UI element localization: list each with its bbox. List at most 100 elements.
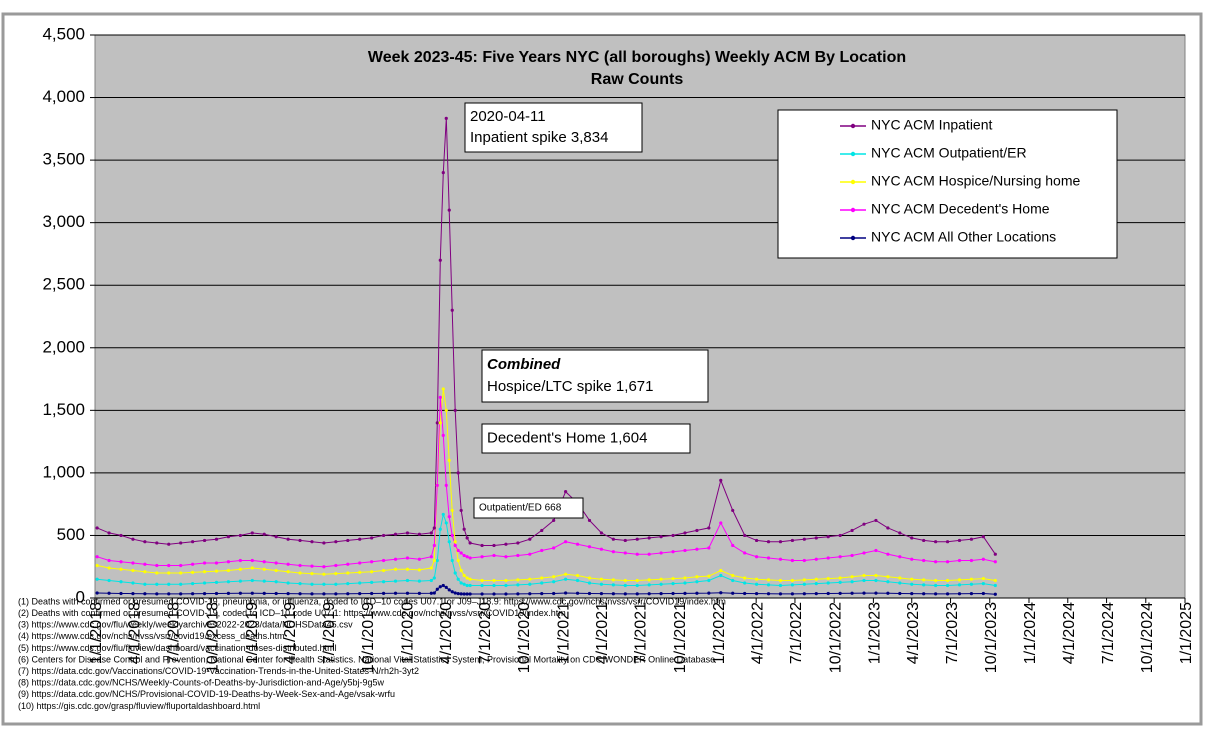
data-point xyxy=(346,592,350,596)
x-tick-label: 1/1/2021 xyxy=(555,602,572,664)
legend-label: NYC ACM Outpatient/ER xyxy=(871,145,1027,161)
data-point xyxy=(453,540,457,544)
data-point xyxy=(743,581,747,585)
legend-label: NYC ACM Hospice/Nursing home xyxy=(871,173,1081,189)
x-tick-label: 1/1/2020 xyxy=(399,602,416,664)
data-point xyxy=(286,570,290,574)
data-point xyxy=(468,541,472,545)
data-point xyxy=(957,592,962,596)
data-point xyxy=(298,592,302,596)
data-point xyxy=(453,591,457,595)
footnote: (4) https://www.cdc.gov/nchs/nvss/vsrr/c… xyxy=(18,631,285,641)
data-point xyxy=(298,571,302,575)
data-point xyxy=(480,578,484,583)
data-point xyxy=(480,555,484,559)
data-point xyxy=(274,591,278,596)
data-point xyxy=(683,581,687,585)
data-point xyxy=(459,551,463,555)
data-point xyxy=(131,592,135,596)
data-point xyxy=(310,564,314,568)
data-point xyxy=(250,558,254,563)
data-point xyxy=(611,583,615,587)
data-point xyxy=(587,545,592,549)
data-point xyxy=(381,568,386,573)
data-point xyxy=(886,575,890,579)
x-tick-label: 1/1/2019 xyxy=(244,602,261,664)
data-point xyxy=(683,548,687,553)
data-point xyxy=(119,580,123,584)
data-point xyxy=(155,563,159,568)
data-point xyxy=(552,518,556,523)
data-point xyxy=(456,471,460,475)
data-point xyxy=(814,582,818,586)
data-point xyxy=(131,568,135,573)
data-point xyxy=(910,577,914,581)
data-point xyxy=(611,537,615,541)
data-point xyxy=(826,591,830,596)
data-point xyxy=(334,592,338,596)
data-point xyxy=(202,570,207,574)
data-point xyxy=(179,582,183,586)
data-point xyxy=(516,541,520,545)
data-point xyxy=(564,572,568,576)
data-point xyxy=(480,592,484,596)
data-point xyxy=(107,578,111,583)
data-point xyxy=(504,542,508,546)
data-point xyxy=(862,573,866,578)
data-point xyxy=(370,580,374,584)
data-point xyxy=(202,538,207,543)
data-point xyxy=(814,592,818,596)
data-point xyxy=(274,568,278,573)
data-point xyxy=(298,563,302,568)
data-point xyxy=(358,561,362,565)
data-point xyxy=(850,580,854,584)
data-point xyxy=(611,550,615,554)
data-point xyxy=(131,537,135,541)
data-point xyxy=(370,570,374,574)
data-point xyxy=(575,591,580,595)
data-point xyxy=(969,577,974,581)
data-point xyxy=(671,577,675,581)
data-point xyxy=(447,588,451,592)
data-point xyxy=(707,546,711,550)
data-point xyxy=(429,566,433,570)
data-point xyxy=(441,387,445,391)
data-point xyxy=(107,558,111,563)
data-point xyxy=(468,592,472,596)
data-point xyxy=(564,577,568,581)
footnote: (7) https://data.cdc.gov/Vaccinations/CO… xyxy=(18,666,419,676)
data-point xyxy=(790,583,794,587)
series-line xyxy=(97,584,996,595)
data-point xyxy=(719,591,723,595)
data-point xyxy=(432,543,436,548)
data-point xyxy=(659,551,663,555)
data-point xyxy=(167,563,171,568)
data-point xyxy=(635,537,639,541)
data-point xyxy=(957,558,962,563)
data-point xyxy=(435,587,439,591)
data-point xyxy=(462,582,466,586)
data-point xyxy=(393,567,398,571)
data-point xyxy=(167,571,171,575)
data-point xyxy=(214,561,219,565)
data-point xyxy=(623,592,627,596)
data-point xyxy=(131,561,135,565)
data-point xyxy=(238,591,242,595)
y-tick-label: 2,500 xyxy=(42,275,85,294)
x-tick-label: 10/1/2024 xyxy=(1139,602,1156,673)
data-point xyxy=(731,508,735,513)
data-point xyxy=(671,550,675,554)
data-point xyxy=(766,556,771,560)
data-point xyxy=(191,562,195,566)
data-point xyxy=(459,592,463,596)
data-point xyxy=(587,518,592,523)
data-point xyxy=(635,578,639,583)
data-point xyxy=(334,572,338,576)
data-point xyxy=(647,578,651,582)
data-point xyxy=(874,518,878,523)
data-point xyxy=(462,592,466,596)
legend-label: NYC ACM Decedent's Home xyxy=(871,201,1050,217)
data-point xyxy=(447,515,451,519)
data-point xyxy=(95,526,99,530)
